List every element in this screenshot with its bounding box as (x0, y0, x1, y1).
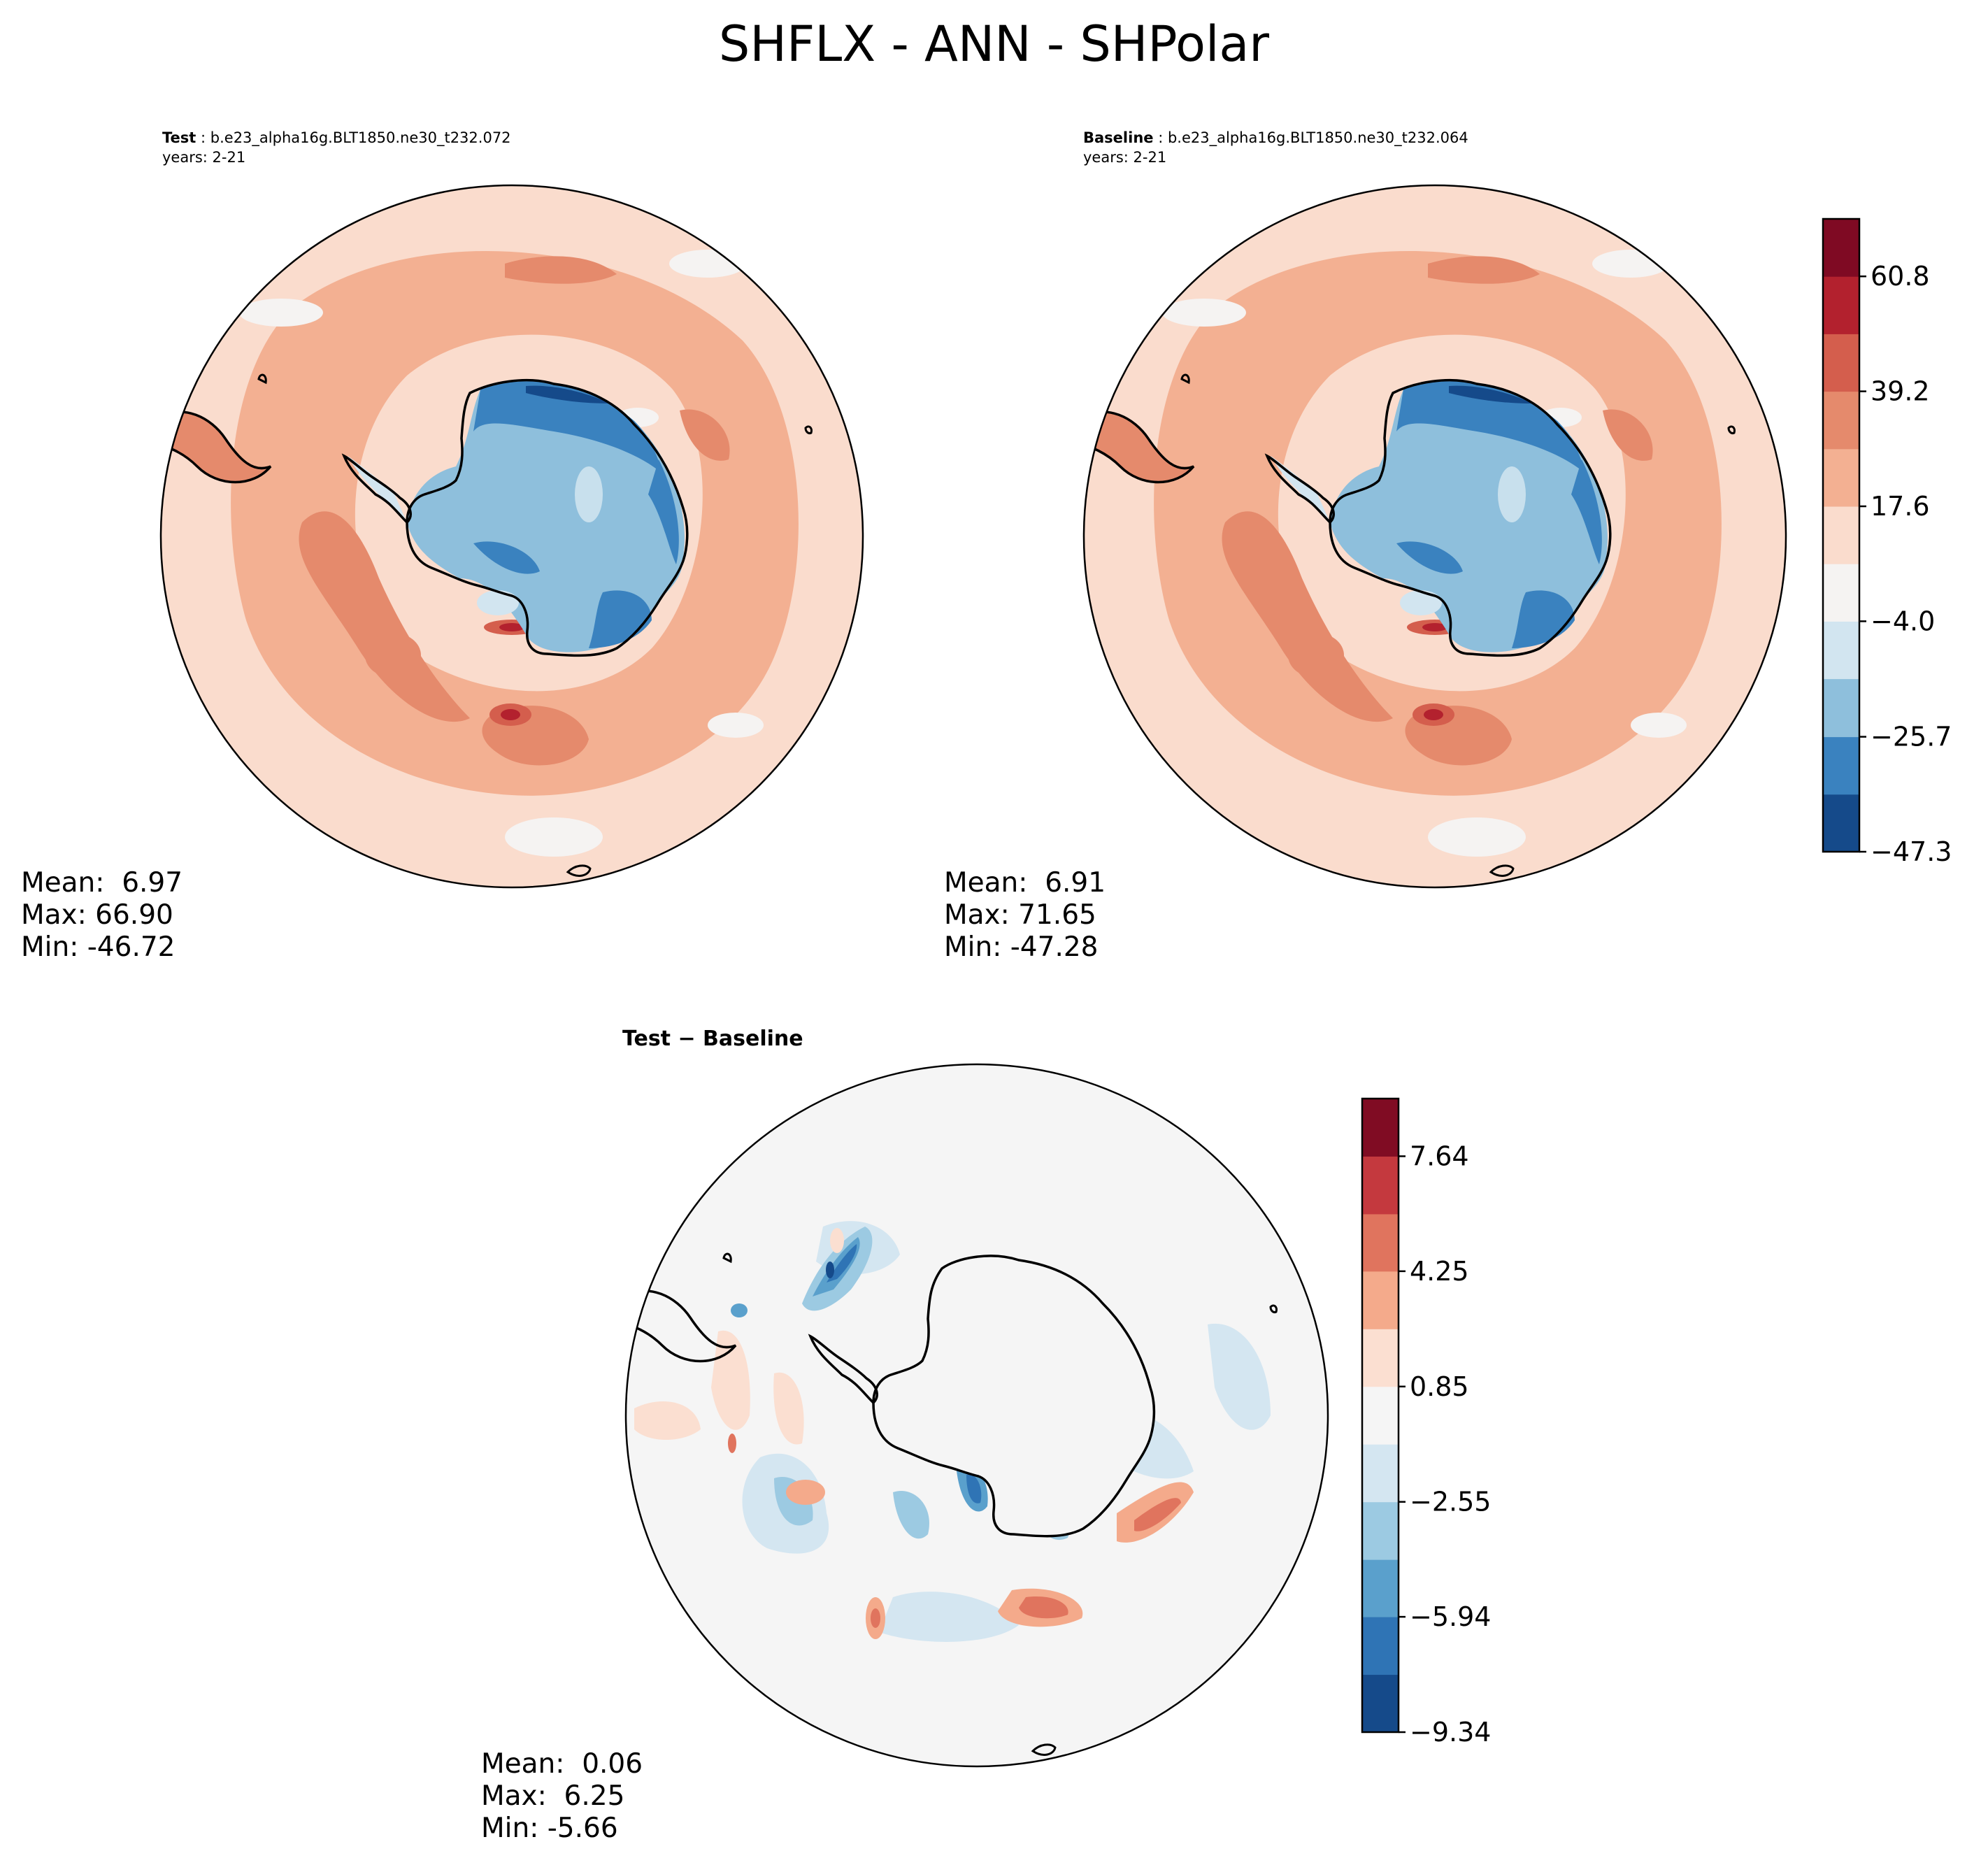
test-map (159, 184, 864, 889)
test-max: Max: 66.90 (21, 899, 173, 931)
colorbar-segment (1362, 1099, 1399, 1157)
test-map-boundary (159, 184, 864, 889)
colorbar-segment (1823, 506, 1859, 564)
colorbar-segment (1823, 276, 1859, 334)
baseline-years: years: 2-21 (1083, 149, 1167, 166)
abs-colorbar: −47.3 −25.7 −4.0 17.6 39.2 60.8 (1822, 217, 1952, 867)
test-case-name: b.e23_alpha16g.BLT1850.ne30_t232.072 (210, 129, 511, 146)
colorbar-tick-label: −47.3 (1871, 836, 1952, 867)
diff-map-boundary (624, 1063, 1329, 1768)
colorbar-tick-label: 0.85 (1410, 1371, 1469, 1402)
baseline-label: Baseline (1083, 129, 1154, 146)
baseline-max: Max: 71.65 (944, 899, 1096, 931)
colorbar-segment (1823, 736, 1859, 795)
colorbar-segment (1362, 1501, 1399, 1560)
colorbar-segment (1362, 1617, 1399, 1675)
diff-mean: Mean: 0.06 (481, 1748, 643, 1780)
diff-colorbar: −9.34 −5.94 −2.55 0.85 4.25 7.64 (1361, 1097, 1491, 1748)
colorbar-frame (1822, 217, 1861, 853)
test-label: Test (162, 129, 196, 146)
colorbar-segment (1823, 678, 1859, 738)
colorbar-frame (1361, 1097, 1400, 1734)
colorbar-tick-label: −9.34 (1410, 1717, 1491, 1748)
test-min: Min: -46.72 (21, 931, 176, 963)
baseline-mean: Mean: 6.91 (944, 867, 1106, 899)
colorbar-segment (1362, 1329, 1399, 1387)
baseline-map (1082, 184, 1787, 889)
colorbar-segment (1823, 564, 1859, 622)
baseline-min: Min: -47.28 (944, 931, 1099, 963)
colorbar-segment (1362, 1156, 1399, 1215)
colorbar-segment (1362, 1444, 1399, 1503)
test-years: years: 2-21 (162, 149, 246, 166)
colorbar-tick-label: 4.25 (1410, 1256, 1469, 1287)
colorbar-segment (1362, 1559, 1399, 1617)
colorbar-segment (1823, 448, 1859, 507)
colorbar-tick-label: −5.94 (1410, 1601, 1491, 1632)
colorbar-segment (1362, 1386, 1399, 1445)
colorbar-tick-label: 39.2 (1871, 376, 1930, 407)
colorbar-segment (1362, 1213, 1399, 1272)
colorbar-segment (1362, 1674, 1399, 1733)
colorbar-segment (1362, 1271, 1399, 1329)
test-panel-header: Test : b.e23_alpha16g.BLT1850.ne30_t232.… (162, 129, 511, 166)
diff-stats: Mean: 0.06 Max: 6.25 Min: -5.66 (481, 1748, 643, 1845)
colorbar-tick-label: 7.64 (1410, 1141, 1469, 1171)
colorbar-tick-label: 60.8 (1871, 261, 1930, 292)
baseline-stats: Mean: 6.91 Max: 71.65 Min: -47.28 (944, 867, 1106, 964)
baseline-panel-header: Baseline : b.e23_alpha16g.BLT1850.ne30_t… (1083, 129, 1468, 166)
colorbar-tick-label: −2.55 (1410, 1487, 1491, 1517)
baseline-case-name: b.e23_alpha16g.BLT1850.ne30_t232.064 (1167, 129, 1468, 146)
test-stats: Mean: 6.97 Max: 66.90 Min: -46.72 (21, 867, 183, 964)
colorbar-tick-label: −25.7 (1871, 722, 1952, 752)
diff-min: Min: -5.66 (481, 1813, 618, 1844)
diff-max: Max: 6.25 (481, 1780, 625, 1812)
colorbar-segment (1823, 334, 1859, 392)
diff-panel-title: Test − Baseline (622, 1027, 803, 1051)
colorbar-segment (1823, 391, 1859, 450)
test-mean: Mean: 6.97 (21, 867, 183, 899)
colorbar-segment (1823, 219, 1859, 277)
figure-title: SHFLX - ANN - SHPolar (718, 15, 1270, 73)
diff-map (624, 1063, 1329, 1768)
colorbar-segment (1823, 621, 1859, 680)
colorbar-segment (1823, 794, 1859, 852)
baseline-map-boundary (1082, 184, 1787, 889)
colorbar-tick-label: 17.6 (1871, 491, 1930, 522)
colorbar-tick-label: −4.0 (1871, 606, 1935, 636)
